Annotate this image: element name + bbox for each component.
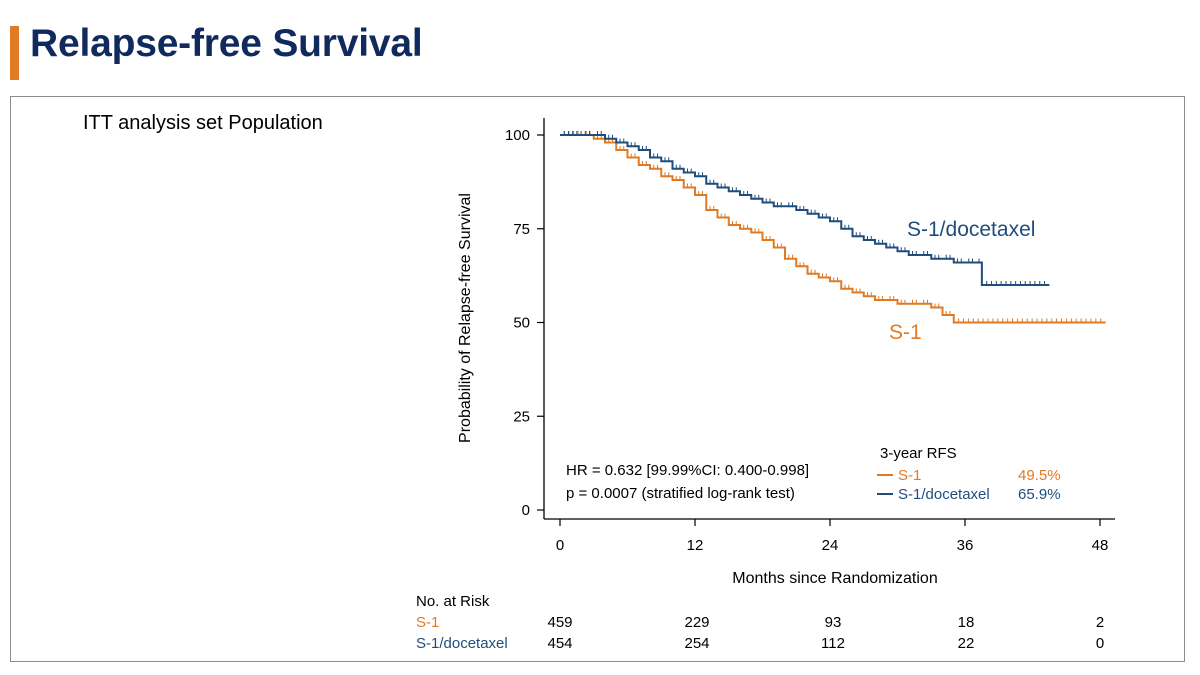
x-tick-label: 0 xyxy=(556,537,564,554)
content-frame xyxy=(10,96,1185,662)
legend-name-docetaxel: S-1/docetaxel xyxy=(898,486,990,503)
risk-table-values: 459 229 93 18 2 454 254 112 22 0 xyxy=(547,614,1104,652)
y-tick-label: 100 xyxy=(505,127,530,144)
risk-value: 254 xyxy=(684,635,709,652)
y-axis-label: Probability of Relapse-free Survival xyxy=(457,193,474,443)
x-tick-label: 12 xyxy=(687,537,704,554)
risk-table-title: No. at Risk xyxy=(416,593,490,610)
x-tick-label: 24 xyxy=(822,537,839,554)
legend-title: 3-year RFS xyxy=(880,445,957,462)
population-label: ITT analysis set Population xyxy=(83,112,323,134)
risk-value: 229 xyxy=(684,614,709,631)
hr-annotation: HR = 0.632 [99.99%CI: 0.400-0.998] xyxy=(566,462,809,479)
y-tick-label: 50 xyxy=(513,315,530,332)
risk-value: 0 xyxy=(1096,635,1104,652)
legend-value-docetaxel: 65.9% xyxy=(1018,486,1061,503)
legend-name-s1: S-1 xyxy=(898,467,921,484)
chart-curves xyxy=(560,131,1106,324)
y-tick-label: 75 xyxy=(513,221,530,238)
chart-axes: 0 25 50 75 100 0 12 24 36 48 xyxy=(505,118,1115,554)
risk-value: 112 xyxy=(821,635,845,652)
y-tick-label: 0 xyxy=(522,502,530,519)
title-accent-bar xyxy=(10,26,19,80)
curve-label-s1: S-1 xyxy=(889,321,922,344)
p-annotation: p = 0.0007 (stratified log-rank test) xyxy=(566,485,795,502)
series-line-docetaxel xyxy=(560,134,1050,286)
risk-row-label-s1: S-1 xyxy=(416,614,439,631)
series-line-s1 xyxy=(560,134,1106,324)
page-title: Relapse-free Survival xyxy=(30,22,423,65)
risk-value: 454 xyxy=(547,635,572,652)
x-tick-label: 48 xyxy=(1092,537,1109,554)
risk-value: 2 xyxy=(1096,614,1104,631)
risk-value: 18 xyxy=(958,614,975,631)
x-axis-label: Months since Randomization xyxy=(732,570,937,587)
risk-value: 459 xyxy=(547,614,572,631)
y-tick-label: 25 xyxy=(513,408,530,425)
curve-label-docetaxel: S-1/docetaxel xyxy=(907,218,1035,241)
x-tick-label: 36 xyxy=(957,537,974,554)
risk-value: 93 xyxy=(825,614,842,631)
risk-value: 22 xyxy=(958,635,975,652)
legend-value-s1: 49.5% xyxy=(1018,467,1061,484)
risk-row-label-docetaxel: S-1/docetaxel xyxy=(416,635,508,652)
